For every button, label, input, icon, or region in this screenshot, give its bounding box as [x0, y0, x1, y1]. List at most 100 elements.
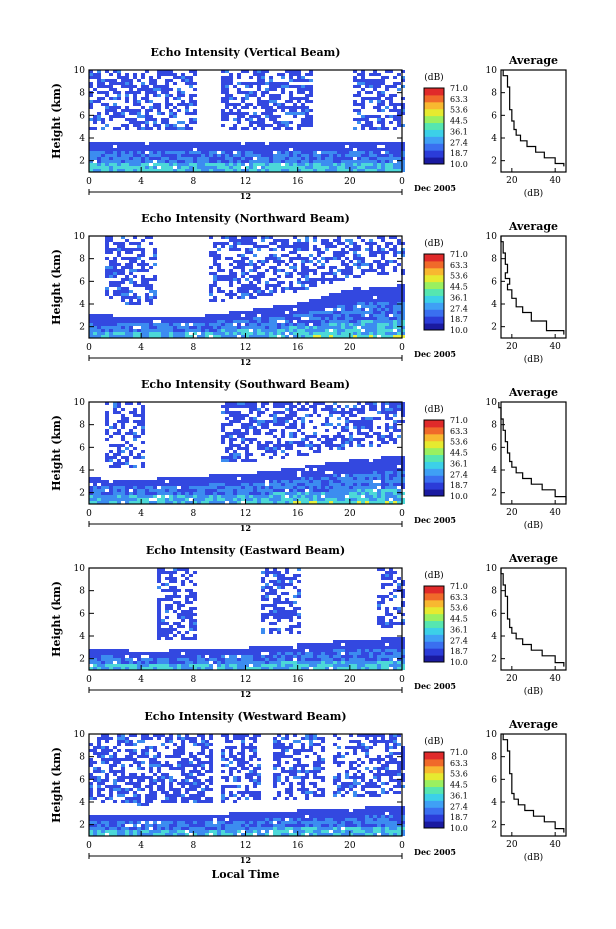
- date-label: Dec 2005: [414, 349, 456, 359]
- colorbar-segment: [424, 440, 444, 449]
- colorbar-tick-label: 36.1: [450, 625, 468, 634]
- colorbar-segment: [424, 586, 444, 594]
- colorbar-unit: (dB): [424, 404, 443, 415]
- colorbar-segment: [424, 454, 444, 462]
- colorbar-frame: [423, 585, 445, 663]
- panel-3: Echo Intensity (Southward Beam) 2 4 6 8 10 Hei…: [50, 378, 567, 533]
- colorbar-tick-label: 10.0: [450, 492, 468, 501]
- y-tick-label: 2: [79, 489, 85, 499]
- colorbar-tick-label: 71.0: [450, 748, 468, 757]
- average-frame: [500, 567, 567, 671]
- x-tick-label: 20: [344, 177, 356, 187]
- echo-cells: [89, 734, 405, 836]
- y-tick-label: 2: [79, 655, 85, 665]
- date-label: Dec 2005: [414, 515, 456, 525]
- colorbar-tick-label: 18.7: [450, 315, 468, 324]
- colorbar-segment: [424, 758, 444, 767]
- day-tick-label: 12: [240, 523, 251, 533]
- colorbar-tick-label: 44.5: [450, 283, 468, 292]
- y-tick-label: 10: [74, 564, 86, 574]
- colorbar-segment: [424, 94, 444, 103]
- average-title: Average: [508, 386, 558, 399]
- colorbar-tick-label: 44.5: [450, 781, 468, 790]
- colorbar-segment: [424, 641, 444, 649]
- x-tick-label: 0: [399, 343, 405, 353]
- avg-y-tick-label: 4: [491, 300, 497, 310]
- avg-x-tick-label: 20: [506, 840, 518, 850]
- x-tick-label: 8: [190, 841, 196, 851]
- colorbar-segment: [424, 468, 444, 476]
- y-tick-label: 4: [79, 300, 85, 310]
- colorbar-frame: [423, 419, 445, 497]
- x-axis-label: Local Time: [212, 868, 280, 881]
- colorbar-frame: [423, 87, 445, 165]
- panel-title: Echo Intensity (Southward Beam): [141, 378, 350, 391]
- echo-cells: [89, 70, 405, 172]
- average-profile: [498, 402, 567, 501]
- colorbar-segment: [424, 592, 444, 601]
- avg-y-tick-label: 4: [491, 134, 497, 144]
- average-frame: [500, 235, 567, 339]
- colorbar-segment: [424, 143, 444, 151]
- colorbar-tick-label: 44.5: [450, 449, 468, 458]
- avg-y-tick-label: 4: [491, 632, 497, 642]
- colorbar-segment: [424, 267, 444, 276]
- date-label: Dec 2005: [414, 847, 456, 857]
- colorbar-segment: [424, 288, 444, 296]
- colorbar-tick-label: 71.0: [450, 84, 468, 93]
- x-tick-label: 4: [138, 343, 144, 353]
- colorbar-tick-label: 27.4: [450, 138, 468, 147]
- colorbar-tick-label: 63.3: [450, 95, 468, 104]
- x-tick-label: 16: [292, 841, 304, 851]
- colorbar-segment: [424, 115, 444, 124]
- date-label: Dec 2005: [414, 183, 456, 193]
- colorbar-segment: [424, 309, 444, 317]
- average-profile: [500, 236, 565, 335]
- y-tick-label: 6: [79, 775, 85, 785]
- x-tick-label: 12: [240, 841, 251, 851]
- x-tick-label: 4: [138, 675, 144, 685]
- colorbar-tick-label: 44.5: [450, 117, 468, 126]
- x-tick-label: 8: [190, 509, 196, 519]
- y-tick-label: 8: [79, 753, 85, 763]
- y-tick-label: 8: [79, 421, 85, 431]
- avg-y-tick-label: 10: [486, 398, 498, 408]
- y-tick-label: 10: [74, 232, 86, 242]
- colorbar-segment: [424, 447, 444, 456]
- colorbar-segment: [424, 800, 444, 808]
- colorbar-tick-label: 53.6: [450, 770, 468, 779]
- y-tick-label: 2: [79, 821, 85, 831]
- average-title: Average: [508, 718, 558, 731]
- y-axis-label: Height (km): [50, 415, 63, 491]
- panel-title: Echo Intensity (Vertical Beam): [150, 46, 340, 59]
- x-tick-label: 16: [292, 675, 304, 685]
- avg-y-tick-label: 2: [491, 821, 497, 831]
- avg-y-tick-label: 8: [491, 753, 497, 763]
- avg-y-tick-label: 6: [491, 609, 497, 619]
- y-tick-label: 4: [79, 632, 85, 642]
- day-tick-label: 12: [240, 689, 251, 699]
- colorbar-tick-label: 27.4: [450, 304, 468, 313]
- x-tick-label: 16: [292, 343, 304, 353]
- colorbar-segment: [424, 101, 444, 110]
- colorbar-tick-label: 36.1: [450, 791, 468, 800]
- panel-4: Echo Intensity (Eastward Beam) 2 4 6 8 10 Heig…: [50, 544, 567, 699]
- panel-title: Echo Intensity (Westward Beam): [144, 710, 346, 723]
- colorbar-tick-label: 53.6: [450, 106, 468, 115]
- colorbar-segment: [424, 606, 444, 615]
- avg-y-tick-label: 4: [491, 798, 497, 808]
- colorbar: (dB) 71.0 63.3 53.6 44.536.1 27.4 18.7 10.0: [423, 570, 468, 667]
- colorbar-unit: (dB): [424, 238, 443, 249]
- colorbar-tick-label: 18.7: [450, 813, 468, 822]
- avg-y-tick-label: 2: [491, 655, 497, 665]
- average-profile: [502, 70, 565, 167]
- colorbar-tick-label: 63.3: [450, 759, 468, 768]
- colorbar-unit: (dB): [424, 570, 443, 581]
- colorbar-tick-label: 36.1: [450, 459, 468, 468]
- x-tick-label: 20: [344, 841, 356, 851]
- y-tick-label: 4: [79, 134, 85, 144]
- day-tick-label: 12: [240, 357, 251, 367]
- avg-y-tick-label: 8: [491, 89, 497, 99]
- echo-cells: [89, 402, 405, 504]
- avg-y-tick-label: 10: [486, 564, 498, 574]
